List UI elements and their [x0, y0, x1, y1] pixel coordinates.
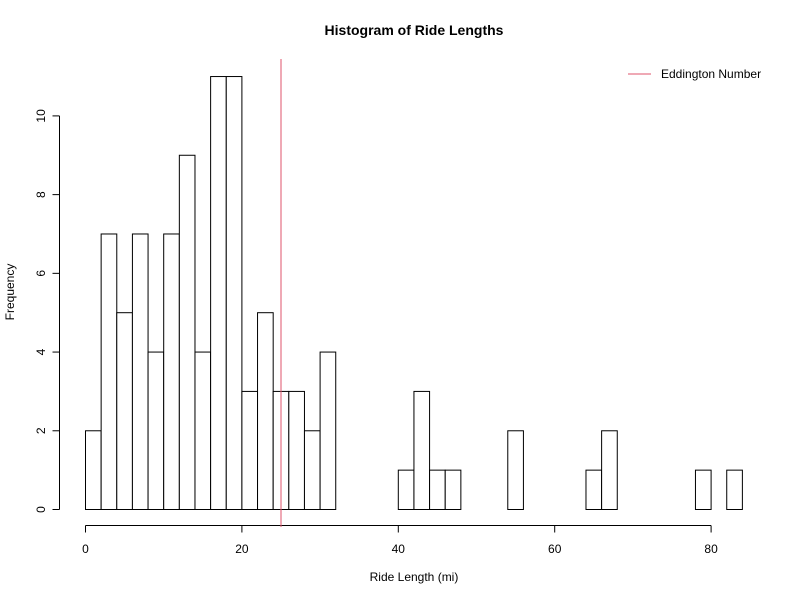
- histogram-bars: [85, 76, 743, 511]
- histogram-bar: [194, 351, 212, 510]
- x-axis-label: Ride Length (mi): [370, 570, 459, 584]
- histogram-bar: [210, 76, 227, 510]
- x-tick-label: 0: [82, 542, 89, 556]
- histogram-bar: [319, 351, 337, 510]
- legend: Eddington Number: [628, 67, 761, 81]
- histogram-bar: [85, 430, 102, 510]
- histogram-bar: [257, 312, 274, 511]
- x-tick-label: 40: [392, 542, 406, 556]
- histogram-bar: [131, 233, 149, 510]
- histogram-bar: [178, 154, 196, 510]
- x-tick-label: 80: [704, 542, 718, 556]
- histogram-bar: [288, 390, 305, 511]
- y-tick-label: 8: [34, 191, 48, 198]
- histogram-bar: [100, 233, 118, 510]
- histogram-bar: [241, 390, 259, 511]
- histogram-bar: [601, 430, 618, 510]
- histogram-bar: [413, 390, 431, 511]
- y-tick-label: 10: [34, 109, 48, 123]
- histogram-bar: [444, 469, 462, 511]
- legend-label-eddington-number: Eddington Number: [661, 67, 761, 81]
- histogram-bar: [585, 469, 603, 511]
- histogram-bar: [429, 469, 446, 511]
- y-tick-label: 4: [34, 348, 48, 355]
- x-tick-label: 60: [548, 542, 562, 556]
- histogram-bar: [397, 469, 415, 511]
- y-axis: 0 2 4 6 8 10: [34, 109, 60, 513]
- x-axis: 0 20 40 60 80: [82, 525, 718, 556]
- y-tick-label: 6: [34, 270, 48, 277]
- histogram-bar: [225, 76, 243, 510]
- histogram-bar: [163, 233, 180, 510]
- histogram-bar: [116, 312, 133, 511]
- y-axis-label: Frequency: [3, 264, 17, 321]
- histogram-bar: [694, 469, 712, 511]
- histogram-bar: [507, 430, 524, 510]
- y-tick-label: 0: [34, 506, 48, 513]
- histogram-bar: [303, 430, 321, 510]
- histogram-bar: [726, 469, 743, 511]
- histogram-bar: [147, 351, 165, 510]
- chart-title: Histogram of Ride Lengths: [325, 22, 504, 38]
- y-tick-label: 2: [34, 427, 48, 434]
- x-tick-label: 20: [235, 542, 249, 556]
